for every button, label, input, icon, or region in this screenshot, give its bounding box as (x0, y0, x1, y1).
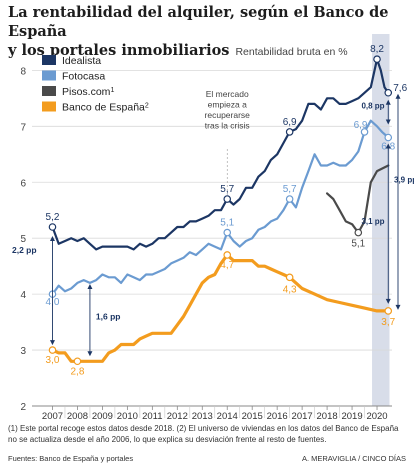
series-line-fotocasa (51, 119, 390, 296)
data-marker (354, 228, 363, 237)
range-arrow-3-arrowhead-up (385, 99, 391, 105)
series-line-bde (50, 253, 390, 363)
legend-superscript: 1 (110, 87, 114, 94)
data-marker (384, 307, 393, 315)
y-tick-label: 8 (20, 66, 26, 77)
data-label: 4,3 (283, 284, 297, 295)
range-label: 3,1 pp (361, 217, 384, 226)
legend-label-pisos: Pisos.com1 (62, 86, 114, 98)
data-label: 5,1 (351, 239, 365, 250)
legend-swatch-fotocasa (42, 70, 56, 81)
x-tick-label: 2010 (117, 411, 138, 422)
data-marker (384, 133, 393, 142)
range-arrow-5-arrowhead-up (395, 93, 401, 99)
range-arrow-2-arrowhead-down (87, 351, 93, 357)
legend-label-fotocasa: Fotocasa (62, 71, 105, 83)
data-marker (373, 55, 381, 63)
source-left: Fuentes: Banco de España y portales (8, 454, 134, 463)
data-label: 4,7 (220, 260, 234, 271)
range-arrow-1-arrowhead-down (49, 340, 55, 346)
data-label: 6,9 (354, 120, 368, 131)
data-label: 6,9 (283, 117, 297, 128)
x-tick-label: 2012 (167, 411, 188, 422)
data-label: 3,0 (46, 355, 60, 366)
source-right: A. MERAVIGLIA / CINCO DÍAS (301, 454, 406, 463)
chart-subtitle: Rentabilidad bruta en % (235, 46, 348, 58)
data-marker (48, 223, 57, 231)
data-marker (285, 128, 294, 136)
x-tick-label: 2013 (192, 411, 213, 422)
data-label: 2,8 (70, 366, 84, 377)
range-label: 1,6 pp (96, 311, 121, 321)
range-arrow-2-arrowhead-up (87, 283, 93, 289)
annotation-text: tras la crisis (205, 121, 250, 131)
data-label: 5,1 (220, 218, 234, 229)
range-arrow-3-arrowhead-down (385, 119, 391, 125)
title-line-1: La rentabilidad del alquiler, según el B… (8, 4, 389, 40)
annotation-text: recuperarse (205, 110, 251, 120)
data-marker (360, 128, 369, 136)
title-line-2: y los portales inmobiliarios Rentabilidad… (8, 41, 408, 62)
legend-label-idealista: Idealista (62, 55, 101, 67)
data-label: 7,6 (393, 83, 407, 94)
data-label: 3,7 (381, 317, 395, 328)
range-label: 2,2 pp (12, 245, 37, 255)
range-arrow-4-arrowhead-down (385, 298, 391, 304)
legend-label-bde: Banco de España2 (62, 102, 149, 114)
range-label: 0,8 pp (361, 101, 384, 110)
x-tick-label: 2015 (242, 411, 263, 422)
x-tick-label: 2017 (292, 411, 313, 422)
data-label: 8,2 (370, 44, 384, 55)
data-marker (73, 357, 82, 366)
data-label: 5,7 (220, 184, 234, 195)
legend-swatch-bde (42, 101, 56, 112)
range-label: 3,9 pp (394, 175, 414, 184)
legend-superscript: 2 (145, 102, 149, 109)
data-marker (48, 346, 57, 354)
annotation-text: El mercado (206, 89, 249, 99)
x-tick-label: 2008 (67, 411, 88, 422)
y-tick-label: 7 (20, 122, 26, 133)
source-line: Fuentes: Banco de España y portales A. M… (8, 454, 406, 463)
y-tick-label: 3 (20, 346, 26, 357)
data-label: 5,7 (283, 184, 297, 195)
x-tick-label: 2007 (42, 411, 63, 422)
data-marker (223, 195, 232, 203)
range-arrow-5-arrowhead-down (395, 304, 401, 310)
data-marker (285, 195, 294, 203)
series-line-pisos (326, 164, 390, 234)
y-tick-label: 4 (20, 290, 26, 301)
data-marker (223, 228, 232, 237)
series-line-idealista (51, 58, 390, 251)
data-marker (285, 273, 294, 282)
x-tick-label: 2009 (92, 411, 113, 422)
x-tick-label: 2014 (217, 411, 238, 422)
annotation-text: empieza a (208, 100, 247, 110)
x-tick-label: 2020 (366, 411, 387, 422)
legend-swatch-idealista (42, 55, 56, 65)
data-label: 5,2 (46, 212, 60, 223)
data-marker (223, 251, 232, 259)
x-tick-label: 2011 (142, 411, 162, 422)
range-arrow-4-arrowhead-up (385, 143, 391, 149)
range-arrow-1-arrowhead-up (49, 236, 55, 241)
y-tick-label: 2 (20, 402, 26, 413)
title-line-2-text: y los portales inmobiliarios (8, 42, 230, 59)
chart-title: La rentabilidad del alquiler, según el B… (8, 3, 408, 62)
x-tick-label: 2018 (317, 411, 338, 422)
x-tick-label: 2019 (341, 411, 362, 422)
y-tick-label: 6 (20, 178, 26, 189)
footnote: (1) Este portal recoge estos datos desde… (8, 424, 399, 444)
data-marker (384, 88, 393, 97)
x-tick-label: 2016 (267, 411, 288, 422)
y-tick-label: 5 (20, 234, 26, 245)
legend-swatch-pisos (42, 86, 56, 96)
